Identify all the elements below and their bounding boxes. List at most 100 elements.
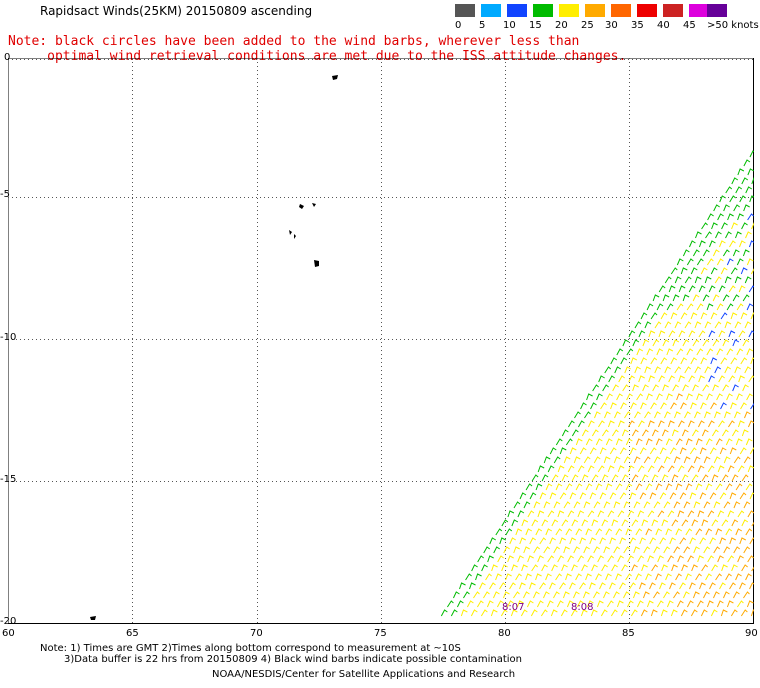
wind-barb [636,348,644,356]
wind-barb [672,339,680,347]
wind-barb [701,564,708,572]
wind-barb [703,546,711,554]
wind-barb [667,555,674,563]
wind-barb [615,528,623,536]
wind-barb [722,384,729,392]
scale-swatch-40 [663,4,683,17]
lon-label-65: 65 [126,628,139,639]
wind-barb [565,438,573,446]
wind-barb [569,537,577,545]
wind-barb [699,492,707,500]
wind-barb [440,609,448,617]
scale-label-15: 15 [529,20,542,31]
wind-barb [589,447,597,455]
wind-barb [575,438,583,446]
wind-barb [589,492,597,500]
wind-barb [493,546,500,554]
wind-barb [728,285,736,293]
wind-barb [529,537,537,545]
wind-barb [601,429,609,437]
wind-barb [483,546,491,554]
wind-barb [621,429,629,437]
wind-barb [637,555,644,563]
wind-barb [479,582,486,590]
wind-barb [742,249,750,257]
wind-barb [600,402,607,410]
wind-barb [587,420,595,428]
wind-barb [470,609,478,617]
wind-barb [639,582,646,590]
wind-barb [593,591,600,599]
wind-barb [636,393,643,401]
wind-barb [667,465,675,473]
wind-barb [619,582,626,590]
wind-barb [633,546,640,554]
wind-barb [709,582,716,590]
wind-barb [700,402,707,410]
wind-barb [632,339,640,347]
wind-barb [747,510,754,518]
wind-barb [717,213,724,221]
wind-barb [748,285,754,293]
wind-barb [725,573,732,581]
wind-barb [669,447,677,455]
wind-barb [748,240,754,248]
wind-barb [668,285,676,293]
wind-barb [593,546,601,554]
wind-barb [656,348,664,356]
wind-barb [658,375,665,383]
wind-barb [641,429,649,437]
wind-barb [561,474,569,482]
wind-barb [604,411,611,419]
scale-swatch-50 [707,4,727,17]
wind-barb [627,555,634,563]
wind-barb [680,402,687,410]
wind-barb [633,501,641,509]
wind-barb [599,447,607,455]
wind-barb [751,521,754,527]
wind-barb [591,564,598,572]
wind-barb [585,483,593,491]
wind-barb [706,348,714,356]
wind-barb [691,519,699,527]
wind-barb [642,384,649,392]
wind-barb [630,357,638,365]
wind-barb [740,402,747,410]
wind-barb [706,393,713,401]
wind-barb [730,267,738,275]
wind-barb [559,582,566,590]
wind-barb [681,564,688,572]
wind-barb [613,456,621,464]
wind-map-canvas[interactable]: 8:07 8:08 [8,58,754,624]
wind-barb [696,303,704,311]
wind-barb [685,483,693,491]
wind-barb [623,591,630,599]
wind-barb [662,384,669,392]
wind-map-area[interactable]: 8:07 8:08 [8,58,754,624]
wind-barb [537,465,545,473]
wind-barb [726,303,734,311]
wind-barb [551,519,559,527]
wind-barb [717,465,725,473]
wind-barb [652,384,659,392]
wind-barb [645,528,653,536]
wind-barb [654,411,661,419]
wind-barb [617,420,625,428]
wind-barb [489,537,497,545]
wind-barb [675,438,683,446]
wind-barb [728,420,735,428]
wind-barb [713,456,721,464]
island-a [299,204,304,209]
wind-barb [704,276,712,284]
scale-swatch-5 [481,4,501,17]
wind-barb [689,537,697,545]
wind-barb [645,438,653,446]
wind-barb [685,528,693,536]
wind-barb [697,555,704,563]
wind-barb [746,258,754,266]
wind-barb [708,330,716,338]
wind-barb [688,375,695,383]
wind-barb [655,573,662,581]
wind-barb [696,348,704,356]
wind-barb [575,573,582,581]
